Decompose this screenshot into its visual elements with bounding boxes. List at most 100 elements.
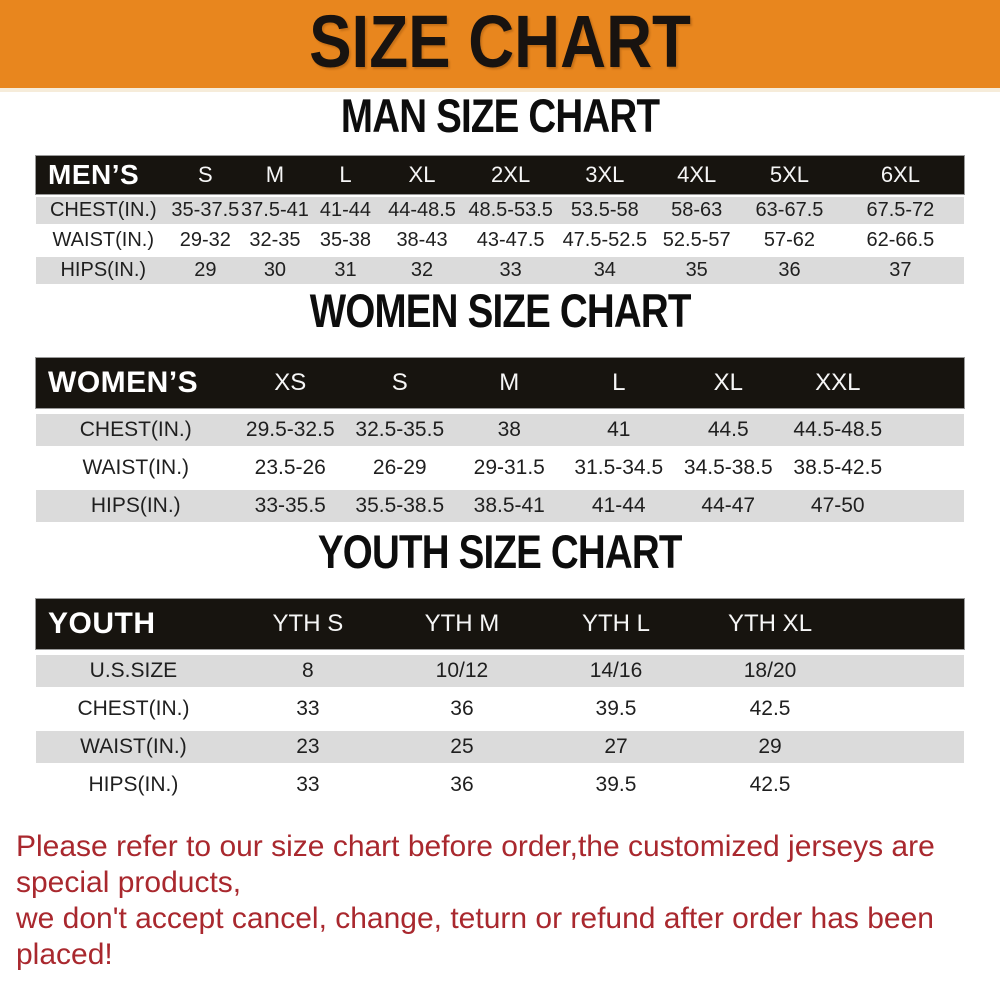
table-header-row: WOMEN’S XS S M L XL XXL (35, 357, 965, 409)
table-title-cell: MEN’S (36, 156, 171, 194)
measurement-value-cell: 14/16 (589, 659, 643, 682)
men-size-table: MEN’S S M L XL 2XL 3XL 4XL 5XL 6XL CHEST(IN.) 35-37… (35, 153, 965, 287)
measurement-value-cell: 53.5-58 (570, 199, 639, 221)
measurement-value-cell: 36 (450, 773, 474, 796)
measurement-value-cell: 52.5-57 (662, 229, 731, 251)
women-size-table: WOMEN’S XS S M L XL XXL CHEST(IN.) 29.5-32.5 32.5… (35, 352, 965, 528)
size-header-cell: 4XL (651, 156, 743, 194)
measurement-value-cell: 31 (334, 259, 357, 281)
measurement-value-cell: 38.5-41 (473, 494, 545, 517)
men-size-chart-section: MAN SIZE CHART MEN’S S M L XL 2XL 3XL 4XL 5XL 6XL… (0, 92, 1000, 287)
measurement-value-cell: 67.5-72 (866, 199, 935, 221)
measurement-value-cell: 37 (889, 259, 912, 281)
measurement-row: CHEST(IN.) 33 36 39.5 42.5 (36, 693, 964, 725)
measurement-row: HIPS(IN.) 33-35.5 35.5-38.5 38.5-41 41-44 44-… (36, 490, 964, 522)
size-header-cell: 2XL (462, 156, 559, 194)
size-header-cell: XXL (783, 358, 893, 408)
row-label-cell: WAIST(IN.) (52, 229, 154, 251)
measurement-row: CHEST(IN.) 29.5-32.5 32.5-35.5 38 41 44.5 44.5… (36, 414, 964, 446)
banner-title: SIZE CHART (309, 0, 691, 83)
measurement-value-cell: 33 (296, 773, 320, 796)
disclaimer-line-1: Please refer to our size chart before or… (16, 830, 935, 899)
measurement-value-cell: 29-32 (179, 229, 231, 251)
row-label-cell: CHEST(IN.) (49, 199, 157, 221)
measurement-row: HIPS(IN.) 33 36 39.5 42.5 (36, 769, 964, 801)
size-header-cell: L (564, 358, 674, 408)
size-header-cell: M (454, 358, 565, 408)
measurement-value-cell: 10/12 (435, 659, 489, 682)
measurement-value-cell: 42.5 (749, 773, 791, 796)
measurement-value-cell: 30 (263, 259, 287, 281)
measurement-value-cell: 37.5-41 (241, 199, 309, 221)
row-label-cell: WAIST(IN.) (80, 735, 187, 758)
measurement-value-cell: 44-47 (701, 494, 756, 517)
youth-size-table: YOUTH YTH S YTH M YTH L YTH XL U.S.SIZE 8 10/12… (35, 593, 965, 807)
measurement-value-cell: 48.5-53.5 (468, 199, 553, 221)
spacer-cell (892, 358, 964, 408)
measurement-value-cell: 33 (296, 697, 320, 720)
spacer-cell (893, 414, 964, 446)
youth-section-heading: YOUTH SIZE CHART (318, 525, 683, 578)
measurement-value-cell: 62-66.5 (866, 229, 935, 251)
measurement-value-cell: 29 (758, 735, 782, 758)
measurement-value-cell: 18/20 (743, 659, 797, 682)
youth-size-chart-section: YOUTH SIZE CHART YOUTH YTH S YTH M YTH L YTH… (0, 528, 1000, 807)
size-header-cell: L (309, 156, 382, 194)
measurement-value-cell: 42.5 (749, 697, 791, 720)
disclaimer-line-2: we don't accept cancel, change, teturn o… (16, 902, 934, 971)
order-disclaimer: Please refer to our size chart before or… (16, 829, 1000, 973)
measurement-row: WAIST(IN.) 23.5-26 26-29 29-31.5 31.5-34.5 34… (36, 452, 964, 484)
measurement-value-cell: 63-67.5 (755, 199, 824, 221)
measurement-value-cell: 25 (450, 735, 474, 758)
spacer-cell (847, 769, 964, 801)
women-size-chart-section: WOMEN SIZE CHART WOMEN’S XS S M L XL XXL CHEST(… (0, 287, 1000, 528)
size-header-cell: XL (381, 156, 463, 194)
size-header-cell: YTH XL (693, 599, 848, 649)
women-section-heading: WOMEN SIZE CHART (309, 284, 692, 337)
measurement-value-cell: 47.5-52.5 (562, 229, 648, 251)
measurement-value-cell: 27 (604, 735, 628, 758)
spacer-cell (847, 655, 964, 687)
measurement-value-cell: 32 (410, 259, 434, 281)
measurement-value-cell: 35 (685, 259, 708, 281)
measurement-row: CHEST(IN.) 35-37.5 37.5-41 41-44 44-48.5 48.5… (36, 197, 964, 224)
measurement-value-cell: 38 (497, 418, 521, 441)
spacer-cell (847, 693, 964, 725)
measurement-value-cell: 31.5-34.5 (574, 456, 664, 479)
measurement-value-cell: 33-35.5 (254, 494, 326, 517)
row-label-cell: HIPS(IN.) (60, 259, 147, 281)
row-label-cell: HIPS(IN.) (88, 773, 179, 796)
size-header-cell: S (170, 156, 241, 194)
measurement-value-cell: 44.5-48.5 (793, 418, 883, 441)
measurement-value-cell: 26-29 (372, 456, 427, 479)
measurement-value-cell: 41 (607, 418, 631, 441)
measurement-value-cell: 29.5-32.5 (245, 418, 335, 441)
row-label-cell: CHEST(IN.) (77, 697, 190, 720)
size-header-cell: YTH M (384, 599, 539, 649)
measurement-value-cell: 8 (302, 659, 314, 682)
row-label-cell: HIPS(IN.) (90, 494, 181, 517)
row-label-cell: CHEST(IN.) (79, 418, 192, 441)
size-header-cell: XS (235, 358, 346, 408)
spacer-cell (893, 490, 964, 522)
size-header-cell: XL (673, 358, 784, 408)
size-header-cell: M (240, 156, 310, 194)
row-label-cell: U.S.SIZE (89, 659, 178, 682)
measurement-row: WAIST(IN.) 29-32 32-35 35-38 38-43 43-47.5 47.… (36, 227, 964, 254)
measurement-value-cell: 29 (194, 259, 217, 281)
spacer-cell (847, 599, 964, 649)
measurement-value-cell: 47-50 (810, 494, 865, 517)
measurement-value-cell: 39.5 (595, 697, 637, 720)
measurement-value-cell: 32.5-35.5 (355, 418, 445, 441)
table-title-cell: YOUTH (36, 599, 231, 649)
measurement-row: HIPS(IN.) 29 30 31 32 33 34 35 36 37 (36, 257, 964, 284)
measurement-value-cell: 35.5-38.5 (355, 494, 445, 517)
measurement-value-cell: 43-47.5 (476, 229, 545, 251)
size-chart-banner: SIZE CHART (0, 0, 1000, 92)
table-header-row: YOUTH YTH S YTH M YTH L YTH XL (35, 598, 965, 650)
spacer-cell (847, 731, 964, 763)
measurement-row: WAIST(IN.) 23 25 27 29 (36, 731, 964, 763)
measurement-value-cell: 39.5 (595, 773, 637, 796)
measurement-value-cell: 44-48.5 (388, 199, 456, 221)
measurement-value-cell: 41-44 (591, 494, 646, 517)
